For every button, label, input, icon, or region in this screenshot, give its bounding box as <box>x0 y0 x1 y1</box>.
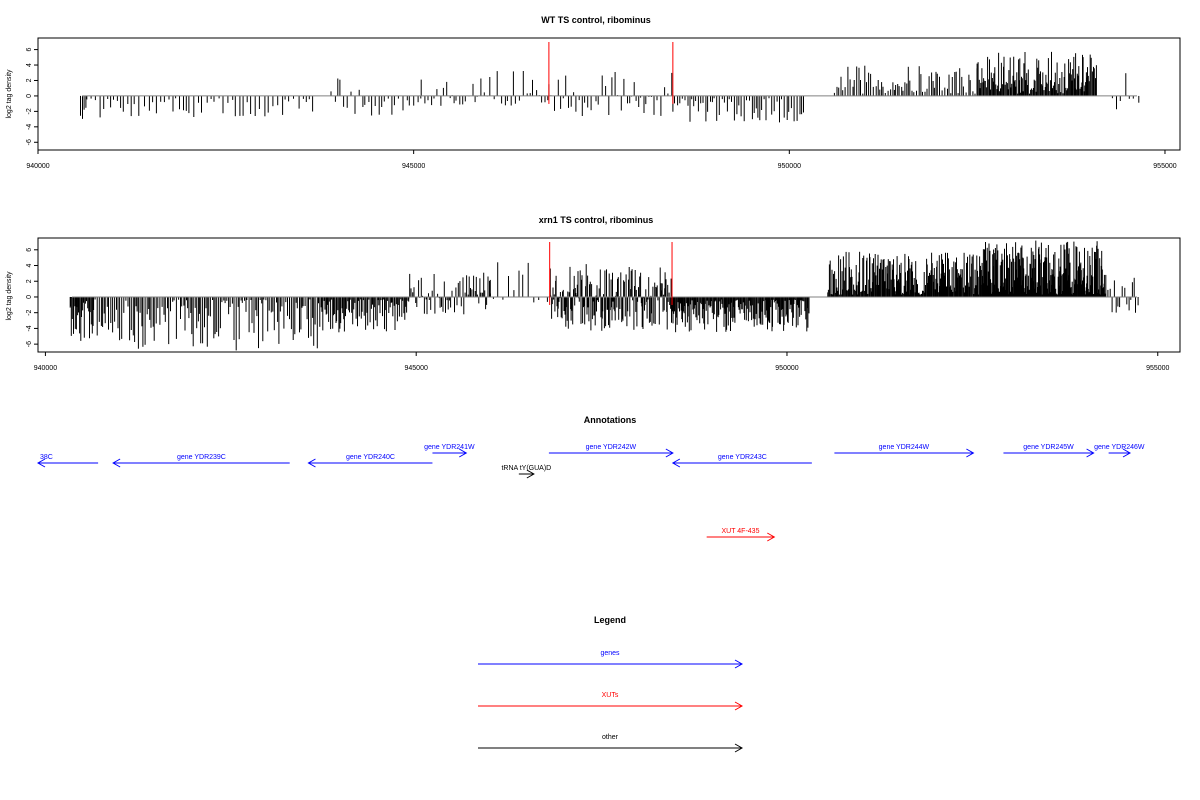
legend-arrowhead <box>734 743 744 753</box>
xrn1-density-bars <box>69 240 1139 351</box>
y-tick-label: 0 <box>26 94 33 98</box>
y-tick-label: -4 <box>26 325 33 331</box>
wt-plot-frame <box>37 37 1181 151</box>
annotation-feature: XUT 4F-435 <box>706 528 776 542</box>
feature-arrowhead <box>307 458 316 468</box>
wt-red-markers <box>548 42 674 104</box>
y-tick-label: 2 <box>26 78 33 82</box>
y-tick-label: 4 <box>26 263 33 267</box>
annotation-feature: gene YDR239C <box>112 454 290 468</box>
annotations-track: Annotations 38C gene YDR239C gene YDR240C g… <box>36 415 1145 542</box>
annotation-feature: gene YDR241W <box>424 444 475 458</box>
wt-panel-title: WT TS control, ribominus <box>541 15 651 25</box>
feature-label: XUT 4F-435 <box>721 528 759 535</box>
feature-label: gene YDR240C <box>346 454 395 461</box>
y-tick-label: 2 <box>26 279 33 283</box>
legend-items: genes XUTs other <box>478 650 744 753</box>
xrn1-density-panel: xrn1 TS control, ribominus log2 tag dens… <box>6 215 1181 372</box>
xrn1-panel-title: xrn1 TS control, ribominus <box>539 215 654 225</box>
legend-label: XUTs <box>602 692 619 699</box>
x-tick-label: 945000 <box>402 163 425 170</box>
legend-item: other <box>478 734 744 753</box>
feature-arrowhead <box>526 469 535 479</box>
annotation-feature: gene YDR246W <box>1094 444 1145 458</box>
annotation-feature: gene YDR240C <box>307 454 433 468</box>
xrn1-y-axis-label: log2 tag density <box>6 271 13 321</box>
legend-arrowhead <box>734 659 744 669</box>
feature-label: tRNA tY(GUA)D <box>501 465 551 472</box>
y-tick-label: -2 <box>26 309 33 315</box>
y-tick-label: 0 <box>26 295 33 299</box>
feature-arrowhead <box>767 532 776 542</box>
xrn1-x-axis: 940000 945000 950000 955000 <box>34 352 1170 372</box>
y-tick-label: 4 <box>26 63 33 67</box>
xrn1-y-axis: -6 -4 -2 0 2 4 6 <box>26 248 38 347</box>
x-tick-label: 955000 <box>1146 365 1169 372</box>
feature-arrowhead <box>1086 448 1095 458</box>
x-tick-label: 955000 <box>1153 163 1176 170</box>
feature-arrowhead <box>112 458 121 468</box>
annotation-feature: 38C <box>36 454 99 468</box>
legend: Legend genes XUTs other <box>478 615 744 753</box>
wt-y-axis: -6 -4 -2 0 2 4 6 <box>26 48 38 145</box>
annotation-feature: gene YDR244W <box>834 444 975 458</box>
y-tick-label: -2 <box>26 108 33 114</box>
feature-arrowhead <box>671 458 681 468</box>
feature-label: gene YDR244W <box>879 444 930 451</box>
annotation-feature: gene YDR243C <box>671 454 812 468</box>
legend-title: Legend <box>594 615 626 625</box>
xrn1-plot-frame <box>37 237 1181 353</box>
legend-label: other <box>602 734 619 741</box>
x-tick-label: 950000 <box>775 365 798 372</box>
wt-x-axis: 940000 945000 950000 955000 <box>26 150 1177 170</box>
feature-arrowhead <box>966 448 975 458</box>
xrn1-red-markers <box>549 242 673 305</box>
feature-arrowhead <box>36 458 46 468</box>
feature-arrowhead <box>459 448 468 458</box>
y-tick-label: -6 <box>26 341 33 347</box>
y-tick-label: 6 <box>26 248 33 252</box>
feature-arrowhead <box>1122 448 1132 458</box>
feature-label: gene YDR246W <box>1094 444 1145 451</box>
feature-label: gene YDR242W <box>586 444 637 451</box>
feature-label: gene YDR239C <box>177 454 226 461</box>
x-tick-label: 940000 <box>34 365 57 372</box>
feature-label: 38C <box>40 454 53 461</box>
feature-label: gene YDR243C <box>718 454 767 461</box>
x-tick-label: 940000 <box>26 163 49 170</box>
legend-arrowhead <box>734 701 744 711</box>
annotation-feature: gene YDR242W <box>548 444 674 458</box>
feature-arrowhead <box>665 448 674 458</box>
feature-label: gene YDR241W <box>424 444 475 451</box>
legend-item: XUTs <box>478 692 744 711</box>
annotations-title: Annotations <box>584 415 637 425</box>
legend-item: genes <box>478 650 744 669</box>
legend-label: genes <box>600 650 620 657</box>
annotation-features: 38C gene YDR239C gene YDR240C gene YDR241W t… <box>36 444 1145 542</box>
annotation-feature: gene YDR245W <box>1003 444 1095 458</box>
wt-y-axis-label: log2 tag density <box>6 69 13 119</box>
y-tick-label: -4 <box>26 124 33 130</box>
wt-density-panel: WT TS control, ribominus log2 tag densit… <box>6 15 1181 170</box>
feature-label: gene YDR245W <box>1023 444 1074 451</box>
x-tick-label: 945000 <box>405 365 428 372</box>
x-tick-label: 950000 <box>778 163 801 170</box>
annotation-feature: tRNA tY(GUA)D <box>501 465 551 479</box>
wt-density-bars <box>80 51 1140 123</box>
y-tick-label: -6 <box>26 139 33 145</box>
y-tick-label: 6 <box>26 48 33 52</box>
